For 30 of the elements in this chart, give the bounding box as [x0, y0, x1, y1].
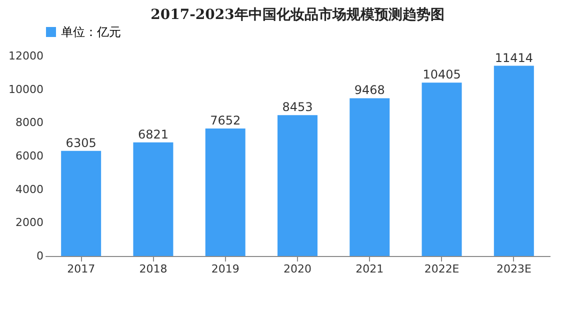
y-tick-label: 4000: [16, 182, 44, 196]
x-tick-label: 2021: [356, 262, 384, 276]
bar: [205, 128, 246, 256]
x-tick-label: 2020: [284, 262, 312, 276]
data-label: 6821: [138, 127, 168, 142]
bar: [61, 150, 102, 256]
y-tick-label: 2000: [16, 216, 44, 230]
x-tick-label: 2018: [139, 262, 168, 276]
bar: [133, 142, 174, 256]
x-tick-label: 2017: [67, 262, 96, 276]
y-tick-label: 10000: [8, 82, 44, 96]
bar: [350, 98, 390, 256]
y-tick-label: 8000: [16, 116, 44, 130]
y-tick-label: 12000: [8, 50, 44, 62]
legend-label: 单位：亿元: [61, 25, 121, 39]
x-tick-label: 2019: [211, 262, 240, 276]
bar: [278, 115, 318, 256]
data-label: 7652: [210, 113, 241, 128]
y-tick-label: 6000: [16, 150, 44, 162]
y-tick-label: 0: [36, 250, 44, 262]
data-label: 8453: [282, 100, 313, 114]
chart-title: 2017-2023年中国化妆品市场规模预测趋势图: [150, 6, 444, 23]
bar: [422, 82, 462, 256]
data-label: 6305: [66, 136, 96, 150]
bar: [494, 66, 534, 256]
x-tick-label: 2023E: [496, 262, 532, 276]
data-label: 9468: [354, 83, 385, 98]
x-tick-label: 2022E: [424, 262, 460, 276]
data-label: 10405: [422, 68, 461, 82]
data-label: 11414: [494, 50, 534, 65]
